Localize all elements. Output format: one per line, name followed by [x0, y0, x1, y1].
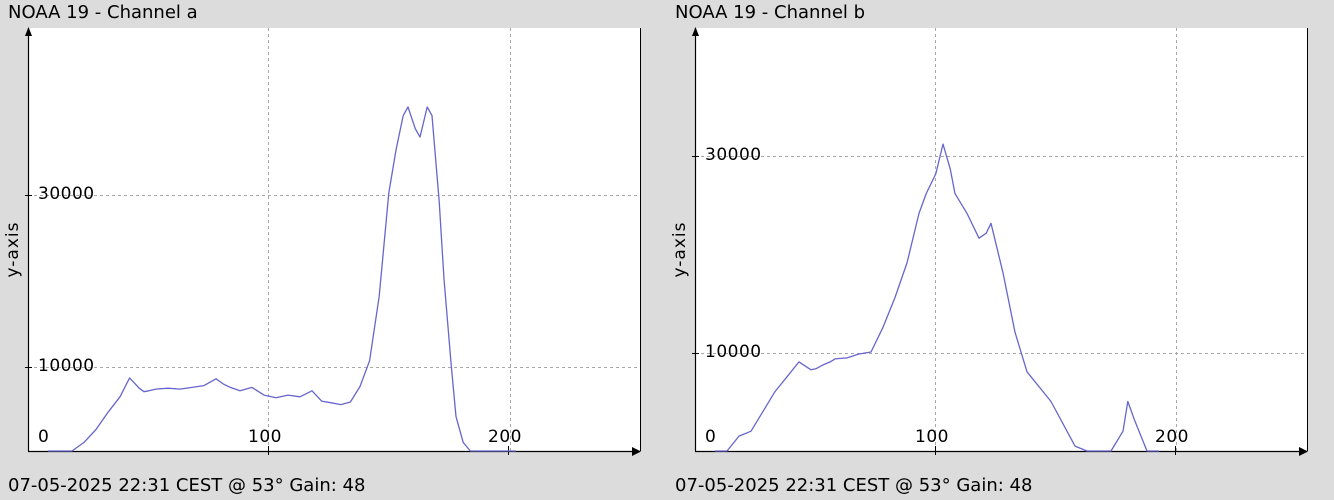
chart-panel-a: NOAA 19 - Channel a 0 100 200 10000 30000 y-a… — [3, 2, 641, 496]
y-tick-label: 30000 — [38, 184, 95, 204]
status-footer: 07-05-2025 22:31 CEST @ 53° Gain: 48 — [8, 475, 366, 496]
x-tick-label: 100 — [915, 427, 949, 447]
x-axis-arrow-icon — [632, 447, 641, 456]
grid — [695, 28, 1307, 451]
plot-background — [695, 28, 1307, 451]
x-tick-label: 0 — [705, 427, 716, 447]
chart-panel-b: NOAA 19 - Channel b 0 100 200 10000 30000 y-a… — [667, 0, 1334, 500]
x-tick-label: 200 — [488, 427, 522, 447]
series-line — [715, 143, 1159, 452]
x-axis-arrow-icon — [1299, 447, 1308, 456]
plot-background — [28, 28, 640, 451]
chart-title: NOAA 19 - Channel a — [8, 2, 198, 23]
status-footer: 07-05-2025 22:31 CEST @ 53° Gain: 48 — [675, 475, 1033, 496]
plot-area: 0 100 200 10000 30000 y-axis — [3, 27, 641, 456]
x-tick-label: 100 — [248, 427, 282, 447]
series-line — [48, 106, 516, 452]
chart-title: NOAA 19 - Channel b — [675, 2, 866, 23]
grid — [28, 28, 640, 451]
plot-area: 0 100 200 10000 30000 y-axis — [670, 27, 1308, 456]
y-axis-arrow-icon — [25, 27, 32, 36]
y-axis-label: y-axis — [3, 222, 23, 278]
y-tick-label: 30000 — [705, 145, 762, 165]
y-axis-arrow-icon — [692, 27, 699, 36]
y-tick-label: 10000 — [38, 356, 95, 376]
y-axis-label: y-axis — [670, 222, 690, 278]
x-tick-label: 0 — [38, 427, 49, 447]
y-tick-label: 10000 — [705, 342, 762, 362]
x-tick-label: 200 — [1155, 427, 1189, 447]
